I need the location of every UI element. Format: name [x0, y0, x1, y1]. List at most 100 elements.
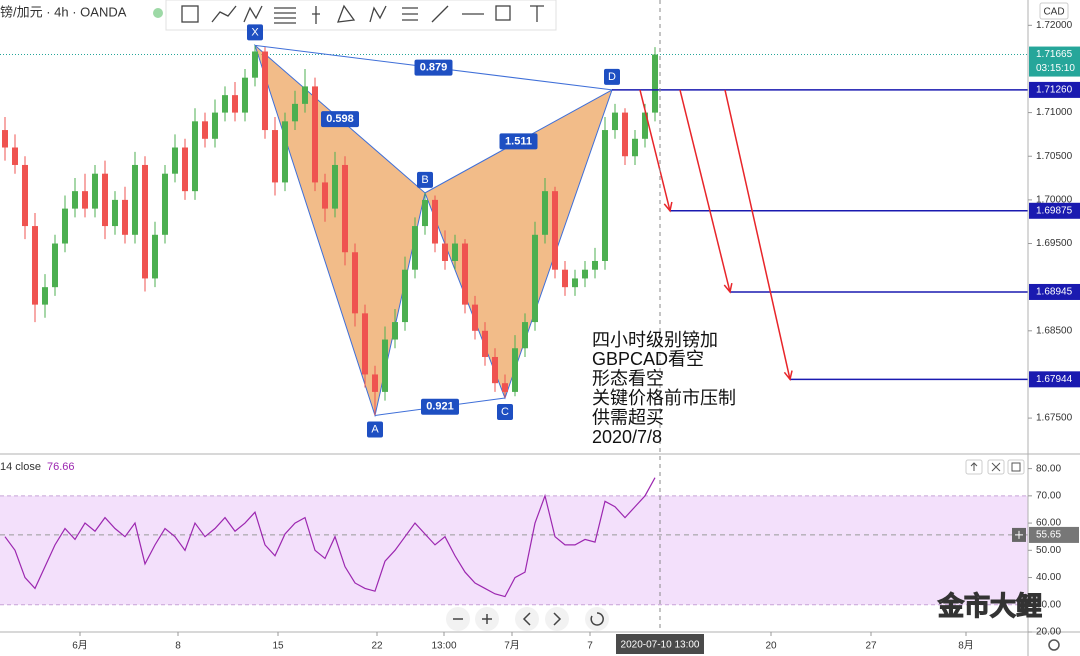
rsi-value: 76.66	[47, 461, 75, 473]
tool-icon[interactable]	[431, 5, 449, 23]
level-label-bg	[1029, 202, 1080, 219]
ratio-label: 0.598	[326, 113, 354, 125]
candle-body	[542, 191, 548, 235]
pattern-point	[604, 68, 620, 85]
icon	[1011, 462, 1021, 472]
pane-controls	[965, 459, 1025, 475]
x-tick-label: 20	[765, 641, 777, 652]
y-tick-label: 60.00	[1036, 518, 1061, 529]
tool-icon[interactable]	[211, 5, 237, 23]
candle-body	[512, 348, 518, 392]
candle-body	[272, 130, 278, 183]
candle-body	[392, 322, 398, 340]
annotation: 关键价格前市压制	[592, 388, 736, 408]
pane-button[interactable]	[987, 459, 1005, 475]
tool-icon[interactable]	[402, 7, 418, 21]
scroll-left[interactable]	[515, 607, 539, 631]
toolbar	[165, 0, 557, 31]
candle-body	[32, 226, 38, 305]
currency-box	[1039, 2, 1069, 20]
candle-body	[652, 54, 658, 113]
candle-body	[222, 95, 228, 113]
navigation	[446, 607, 609, 631]
target-arrow	[724, 89, 791, 380]
pane-button[interactable]	[1007, 459, 1025, 475]
candle-body	[52, 243, 58, 288]
pattern-point	[367, 421, 383, 438]
scroll-right[interactable]	[545, 607, 569, 631]
arrow-head	[783, 370, 793, 382]
tool-icon[interactable]	[181, 5, 199, 23]
ratio-label-bg	[499, 133, 538, 150]
candle-body	[292, 103, 298, 122]
crosshair-label: 2020-07-10 13:00	[621, 640, 700, 651]
candle-body	[312, 86, 318, 183]
settings-icon[interactable]	[1048, 639, 1060, 651]
reset[interactable]	[585, 607, 609, 631]
candle-body	[642, 112, 648, 139]
candle-body	[572, 278, 578, 288]
x-tick-label: 15	[272, 641, 284, 652]
x-tick-label: 8月	[958, 640, 974, 652]
candle-body	[412, 226, 418, 270]
countdown: 03:15:10	[1036, 63, 1075, 74]
y-tick-label: 20.00	[1036, 627, 1061, 638]
y-tick-label: 30.00	[1036, 599, 1061, 610]
candle-body	[452, 243, 458, 261]
y-tick-label: 1.71000	[1036, 107, 1073, 118]
tool-icon[interactable]	[274, 7, 296, 24]
candle-body	[372, 374, 378, 392]
candle-body	[552, 191, 558, 270]
candle-body	[612, 112, 618, 131]
arrow-head	[663, 201, 673, 213]
ratio-label: 0.921	[426, 401, 454, 413]
level-label-bg	[1029, 81, 1080, 98]
candle-body	[462, 243, 468, 305]
icon	[590, 612, 604, 626]
tool-icon[interactable]	[530, 5, 544, 22]
settings[interactable]	[1048, 639, 1060, 651]
tool-icon[interactable]	[337, 4, 356, 23]
tool-icon[interactable]	[312, 6, 320, 24]
level-label: 1.67944	[1036, 374, 1073, 385]
y-tick-label: 1.69500	[1036, 238, 1073, 249]
candle-body	[302, 86, 308, 104]
candle-body	[192, 121, 198, 192]
last-price-label: 1.71665	[1036, 49, 1073, 60]
y-tick-label: 80.00	[1036, 463, 1061, 474]
icon	[970, 462, 978, 471]
ratio-label: 1.511	[505, 135, 532, 147]
candle-body	[212, 112, 218, 139]
rsi-title: 14 close	[0, 461, 41, 473]
pattern-point	[417, 171, 433, 188]
arrow-head	[723, 283, 733, 294]
candle-body	[632, 138, 638, 157]
candle-body	[122, 199, 128, 235]
pattern-point-label: X	[251, 26, 259, 38]
candle-body	[252, 51, 258, 78]
pane-button[interactable]	[965, 459, 983, 475]
x-tick-label: 27	[865, 641, 877, 652]
candle-body	[472, 304, 478, 331]
y-tick-label: 1.70000	[1036, 195, 1073, 206]
candle-body	[332, 164, 338, 209]
candle-body	[42, 287, 48, 305]
annotation: 形态看空	[592, 369, 664, 389]
candle-body	[182, 147, 188, 192]
candle-body	[352, 252, 358, 314]
y-tick-label: 1.72000	[1036, 20, 1073, 31]
level-label-bg	[1029, 371, 1080, 388]
tool-icon[interactable]	[495, 5, 511, 21]
tool-icon[interactable]	[243, 5, 263, 23]
tool-icon[interactable]	[369, 5, 387, 23]
candle-body	[602, 130, 608, 261]
candle-body	[492, 356, 498, 384]
candle-body	[382, 339, 388, 392]
x-tick-label: 7	[587, 641, 593, 652]
candle-body	[482, 330, 488, 357]
drawing-toolbar	[165, 0, 557, 31]
pattern-point-label: B	[421, 174, 428, 186]
candle-body	[172, 147, 178, 174]
candle-body	[422, 199, 428, 227]
